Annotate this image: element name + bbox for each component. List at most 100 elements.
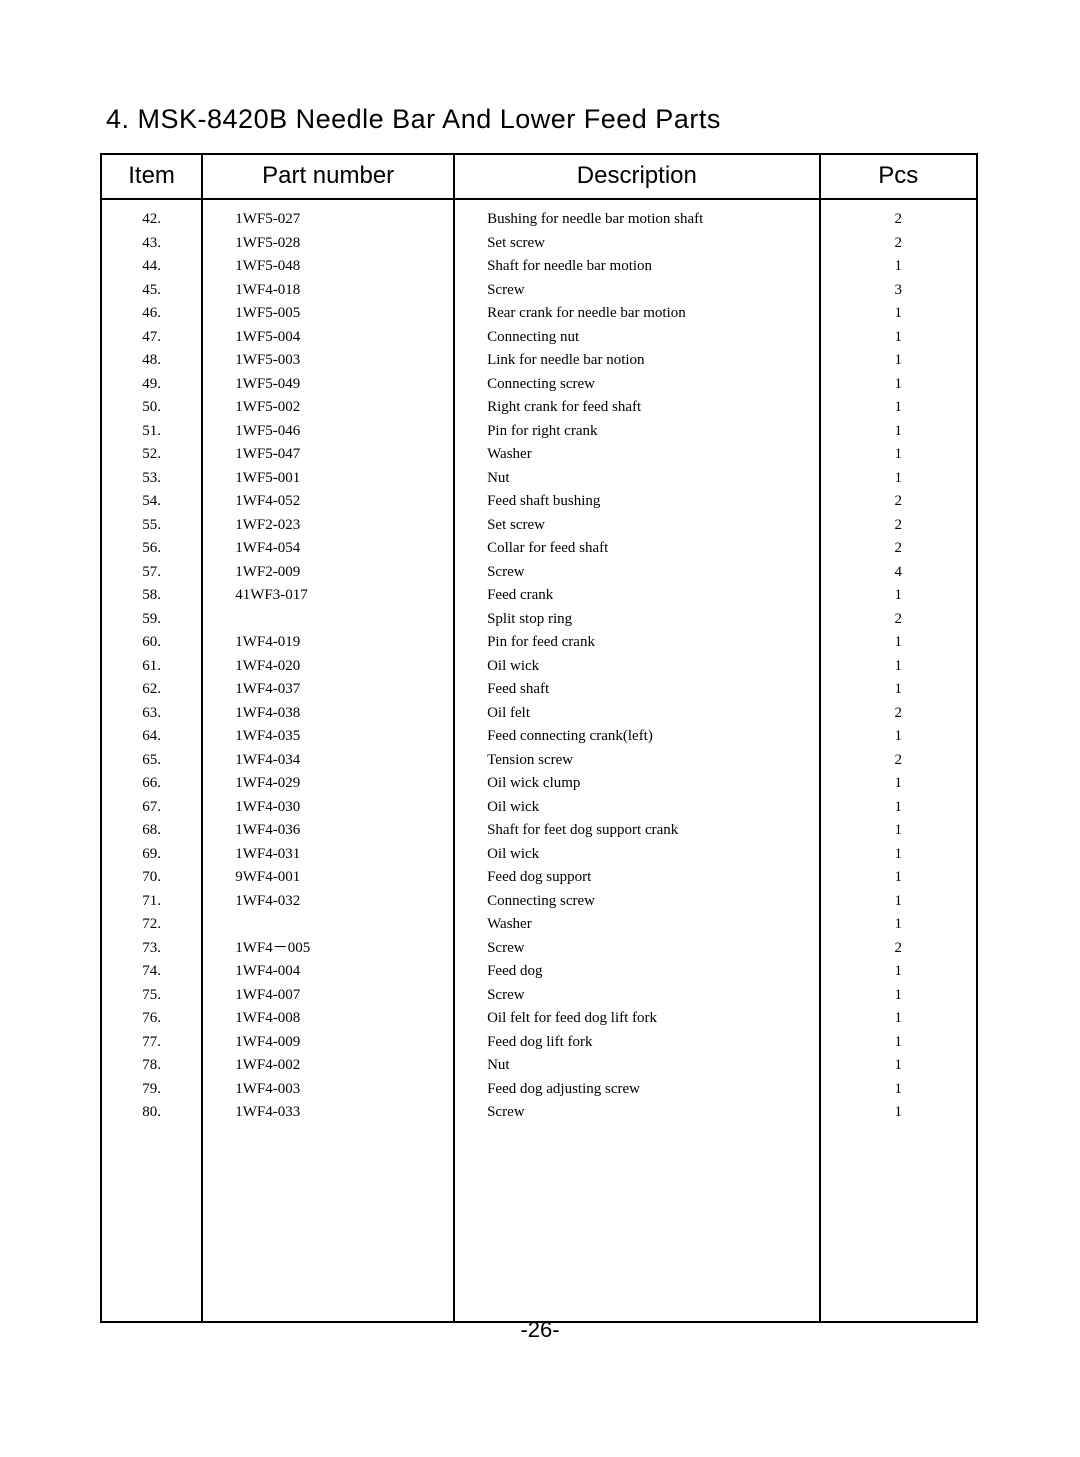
pcs-value: 1 xyxy=(821,866,976,890)
header-description: Description xyxy=(454,154,819,199)
blank-line xyxy=(235,1219,453,1243)
part-number-value: 1WF4-020 xyxy=(235,655,453,679)
description-value: Feed shaft xyxy=(487,678,818,702)
item-value: 62. xyxy=(102,678,201,702)
description-value: Oil wick xyxy=(487,655,818,679)
part-number-value: 1WF4-037 xyxy=(235,678,453,702)
item-value: 45. xyxy=(102,279,201,303)
blank-line xyxy=(235,1289,453,1313)
item-value: 43. xyxy=(102,232,201,256)
pcs-value: 1 xyxy=(821,843,976,867)
pcs-value: 2 xyxy=(821,232,976,256)
blank-line xyxy=(487,1242,818,1266)
description-value: Right crank for feed shaft xyxy=(487,396,818,420)
page-number: -26- xyxy=(0,1317,1080,1343)
pcs-value: 2 xyxy=(821,514,976,538)
blank-line xyxy=(235,1266,453,1290)
part-number-value: 1WF4-002 xyxy=(235,1054,453,1078)
pcs-value: 1 xyxy=(821,819,976,843)
blank-line xyxy=(821,1195,976,1219)
blank-line xyxy=(235,1242,453,1266)
description-value: Feed dog adjusting screw xyxy=(487,1078,818,1102)
part-number-value: 1WF4-035 xyxy=(235,725,453,749)
pcs-value: 2 xyxy=(821,537,976,561)
part-number-value: 1WF5-048 xyxy=(235,255,453,279)
blank-line xyxy=(102,1242,201,1266)
description-value: Screw xyxy=(487,561,818,585)
item-value: 52. xyxy=(102,443,201,467)
description-value: Screw xyxy=(487,937,818,961)
part-number-value: 1WF4-029 xyxy=(235,772,453,796)
description-value: Set screw xyxy=(487,232,818,256)
item-value: 65. xyxy=(102,749,201,773)
description-value: Screw xyxy=(487,984,818,1008)
pcs-value: 1 xyxy=(821,796,976,820)
part-number-value: 1WF5-004 xyxy=(235,326,453,350)
blank-line xyxy=(487,1148,818,1172)
item-value: 70. xyxy=(102,866,201,890)
pcs-value: 2 xyxy=(821,749,976,773)
pcs-value: 1 xyxy=(821,631,976,655)
item-column: 42.43.44.45.46.47.48.49.50.51.52.53.54.5… xyxy=(101,199,202,1322)
description-value: Oil felt xyxy=(487,702,818,726)
description-value: Nut xyxy=(487,467,818,491)
item-value: 58. xyxy=(102,584,201,608)
blank-line xyxy=(102,1266,201,1290)
part-number-value: 1WF5-049 xyxy=(235,373,453,397)
item-value: 75. xyxy=(102,984,201,1008)
blank-line xyxy=(487,1289,818,1313)
description-value: Washer xyxy=(487,913,818,937)
part-number-value: 1WF2-009 xyxy=(235,561,453,585)
pcs-value: 1 xyxy=(821,772,976,796)
description-value: Feed connecting crank(left) xyxy=(487,725,818,749)
blank-line xyxy=(235,1125,453,1149)
pcs-value: 1 xyxy=(821,655,976,679)
page-content: 4. MSK-8420B Needle Bar And Lower Feed P… xyxy=(100,104,978,1323)
item-value: 76. xyxy=(102,1007,201,1031)
part-number-value: 1WF4-030 xyxy=(235,796,453,820)
item-value: 63. xyxy=(102,702,201,726)
part-number-value xyxy=(235,913,453,937)
blank-line xyxy=(102,1289,201,1313)
part-number-column: 1WF5-0271WF5-0281WF5-0481WF4-0181WF5-005… xyxy=(202,199,454,1322)
pcs-value: 2 xyxy=(821,608,976,632)
item-value: 74. xyxy=(102,960,201,984)
description-value: Rear crank for needle bar motion xyxy=(487,302,818,326)
description-value: Screw xyxy=(487,279,818,303)
description-value: Pin for right crank xyxy=(487,420,818,444)
description-value: Connecting screw xyxy=(487,373,818,397)
blank-line xyxy=(487,1266,818,1290)
part-number-value: 1WF4-033 xyxy=(235,1101,453,1125)
item-value: 77. xyxy=(102,1031,201,1055)
item-value: 42. xyxy=(102,208,201,232)
item-value: 80. xyxy=(102,1101,201,1125)
description-column: Bushing for needle bar motion shaftSet s… xyxy=(454,199,819,1322)
part-number-value: 1WF5-002 xyxy=(235,396,453,420)
description-value: Feed dog lift fork xyxy=(487,1031,818,1055)
part-number-value: 1WF4-052 xyxy=(235,490,453,514)
item-value: 61. xyxy=(102,655,201,679)
item-value: 51. xyxy=(102,420,201,444)
item-value: 46. xyxy=(102,302,201,326)
blank-line xyxy=(487,1219,818,1243)
blank-line xyxy=(821,1242,976,1266)
pcs-value: 1 xyxy=(821,255,976,279)
blank-line xyxy=(235,1148,453,1172)
pcs-value: 1 xyxy=(821,584,976,608)
item-value: 64. xyxy=(102,725,201,749)
description-value: Feed dog xyxy=(487,960,818,984)
part-number-value: 1WF4-038 xyxy=(235,702,453,726)
description-value: Split stop ring xyxy=(487,608,818,632)
part-number-value: 1WF4-007 xyxy=(235,984,453,1008)
header-pcs: Pcs xyxy=(820,154,977,199)
blank-line xyxy=(102,1125,201,1149)
item-value: 69. xyxy=(102,843,201,867)
pcs-value: 1 xyxy=(821,1007,976,1031)
table-body-row: 42.43.44.45.46.47.48.49.50.51.52.53.54.5… xyxy=(101,199,977,1322)
part-number-value: 1WF4-008 xyxy=(235,1007,453,1031)
item-value: 44. xyxy=(102,255,201,279)
description-value: Washer xyxy=(487,443,818,467)
part-number-value xyxy=(235,608,453,632)
part-number-value: 1WF5-001 xyxy=(235,467,453,491)
pcs-value: 1 xyxy=(821,443,976,467)
